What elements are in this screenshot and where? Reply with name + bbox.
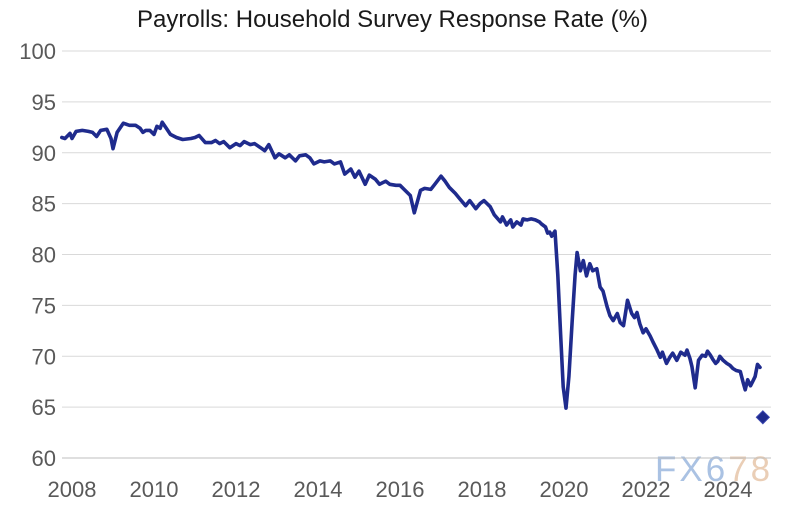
response-rate-line [60,120,762,410]
x-tick-label: 2008 [48,477,97,502]
y-tick-label: 70 [32,344,56,369]
y-tick-label: 75 [32,293,56,318]
x-tick-label: 2018 [458,477,507,502]
y-tick-label: 80 [32,243,56,268]
x-tick-label: 2016 [376,477,425,502]
x-tick-label: 2012 [212,477,261,502]
x-tick-label: 2022 [622,477,671,502]
y-tick-label: 90 [32,141,56,166]
chart-title: Payrolls: Household Survey Response Rate… [137,6,648,33]
y-tick-label: 100 [19,39,56,64]
y-tick-label: 85 [32,192,56,217]
latest-point-diamond-marker [755,410,771,425]
x-tick-label: 2020 [540,477,589,502]
y-tick-label: 60 [32,446,56,471]
y-tick-label: 95 [32,90,56,115]
x-tick-label: 2014 [294,477,343,502]
x-tick-label: 2010 [130,477,179,502]
x-tick-label: 2024 [704,477,753,502]
y-tick-label: 65 [32,395,56,420]
